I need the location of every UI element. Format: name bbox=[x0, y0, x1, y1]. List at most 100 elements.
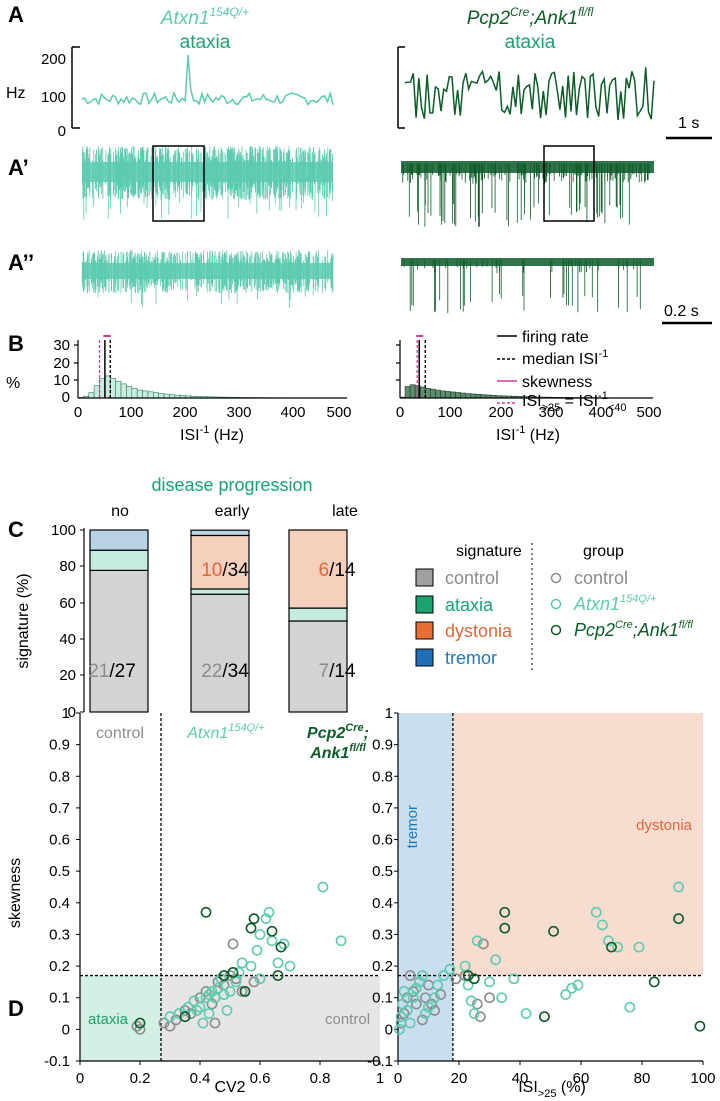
pcp2-title: Pcp2Cre;Ank1fl/fl bbox=[467, 5, 594, 29]
y-tick-label: 0.4 bbox=[372, 895, 393, 912]
stack-segment-tremor bbox=[89, 529, 149, 551]
spike-zoom-pcp2 bbox=[401, 258, 654, 314]
hist-bar bbox=[88, 392, 95, 399]
hist-bar bbox=[109, 378, 116, 399]
scale-label-1s: 1 s bbox=[678, 115, 699, 132]
hist-bar bbox=[93, 385, 100, 399]
point-atxn1 bbox=[612, 941, 623, 953]
scatter-e-xlabel: ISI>25 (%) bbox=[518, 1079, 586, 1100]
point-control bbox=[429, 1004, 440, 1016]
y-tick-label: 0.5 bbox=[49, 863, 70, 880]
hist-bar bbox=[455, 392, 462, 399]
point-control bbox=[212, 976, 224, 988]
point-control bbox=[224, 970, 236, 981]
hist-bar bbox=[153, 392, 160, 399]
point-control bbox=[484, 992, 495, 1004]
rate-axis-left: 200 100 0 Hz bbox=[6, 46, 80, 140]
point-pcp2creank1flfl bbox=[266, 925, 278, 937]
point-atxn1 bbox=[401, 1004, 413, 1016]
legend-swatch-tremor bbox=[415, 648, 434, 667]
point-atxn1 bbox=[398, 986, 410, 997]
point-pcp2creank1flfl bbox=[462, 970, 474, 981]
point-atxn1 bbox=[191, 1004, 203, 1016]
pcp2-subtitle: ataxia bbox=[505, 32, 556, 53]
firing-rate-trace-pcp2 bbox=[404, 67, 655, 120]
scatter-d-xlabel: CV2 bbox=[214, 1079, 245, 1096]
spike-lines bbox=[82, 146, 333, 220]
hist-bar bbox=[470, 393, 477, 399]
point-atxn1 bbox=[182, 1001, 194, 1013]
y-tick-label: 0.2 bbox=[372, 958, 393, 975]
point-atxn1 bbox=[206, 986, 218, 997]
x-tick-label: 80 bbox=[634, 1070, 651, 1087]
point-atxn1 bbox=[284, 960, 296, 972]
x-tick-label: 100 bbox=[690, 1070, 715, 1087]
stack-segment-control bbox=[89, 569, 149, 713]
y-tick-label: 0.5 bbox=[372, 863, 393, 880]
rate-axis-right bbox=[397, 46, 405, 129]
point-atxn1 bbox=[230, 976, 242, 988]
hist-bar bbox=[147, 391, 154, 399]
hist-bar bbox=[104, 375, 111, 399]
region-tremor: tremor bbox=[404, 805, 421, 848]
hist-y-unit: % bbox=[6, 375, 20, 392]
point-atxn1 bbox=[508, 973, 520, 985]
point-atxn1 bbox=[218, 989, 230, 1000]
x-tick-label: 0.6 bbox=[250, 1070, 271, 1087]
point-atxn1 bbox=[404, 1017, 416, 1029]
legend-isi: ISI>25 = ISI-1<40 bbox=[522, 390, 626, 414]
legend-marker-atxn bbox=[550, 598, 562, 610]
hist-bar bbox=[142, 390, 149, 399]
signature-legend: signature control ataxia dystonia tremor bbox=[415, 543, 533, 672]
spike-band bbox=[401, 258, 654, 266]
point-atxn1 bbox=[459, 960, 471, 972]
x-tick-label: 40 bbox=[512, 1070, 529, 1087]
point-atxn1 bbox=[624, 1001, 636, 1013]
point-atxn1 bbox=[245, 960, 257, 972]
disease-progression-label: disease progression bbox=[151, 475, 312, 495]
group-label-pcp2-a: Pcp2Cre; bbox=[307, 722, 369, 742]
point-atxn1 bbox=[471, 935, 483, 947]
y-tick-label: 0.3 bbox=[49, 926, 70, 943]
point-atxn1 bbox=[203, 989, 215, 1000]
point-atxn1 bbox=[423, 1001, 434, 1013]
y-tick-label: 0 bbox=[385, 1021, 393, 1038]
point-pcp2creank1flfl bbox=[200, 906, 212, 918]
bar-count-pcp2: 7/14 bbox=[319, 661, 356, 682]
scale-label-02s: 0.2 s bbox=[664, 303, 699, 320]
point-atxn1 bbox=[260, 913, 272, 925]
point-atxn1 bbox=[438, 970, 450, 981]
point-pcp2creank1flfl bbox=[218, 970, 230, 981]
hist-x-500: 500 bbox=[326, 404, 351, 421]
point-pcp2creank1flfl bbox=[272, 970, 284, 981]
region-ataxia-shade bbox=[80, 975, 161, 1061]
y-tick-label: 0.1 bbox=[49, 990, 70, 1007]
point-atxn1 bbox=[590, 906, 602, 918]
point-atxn1 bbox=[164, 1011, 176, 1023]
bar-dystonia-atxn: 10/34 bbox=[201, 560, 249, 581]
point-control bbox=[170, 1014, 182, 1026]
rate-unit: Hz bbox=[6, 85, 26, 102]
point-atxn1 bbox=[484, 976, 495, 988]
y-tick-label: 0.8 bbox=[372, 768, 393, 785]
hist-x-0: 0 bbox=[74, 404, 82, 421]
hist-bar bbox=[430, 388, 436, 399]
hist-bar bbox=[404, 386, 411, 399]
hist-x-200: 200 bbox=[172, 404, 197, 421]
stack-segment-tremor bbox=[190, 529, 250, 537]
legend-grp-pcp2: Pcp2Cre;Ank1fl/fl bbox=[574, 619, 693, 640]
rate-tick-0: 0 bbox=[58, 123, 66, 140]
signature-stacked-bars bbox=[89, 529, 348, 713]
point-pcp2creank1flfl bbox=[179, 1011, 191, 1023]
point-atxn1 bbox=[209, 992, 221, 1004]
point-atxn1 bbox=[420, 1008, 431, 1019]
point-control bbox=[435, 989, 447, 1000]
point-atxn1 bbox=[468, 1008, 480, 1019]
y-tick-label: 0.4 bbox=[49, 895, 70, 912]
hist-bar bbox=[158, 393, 165, 399]
hist-bar bbox=[136, 389, 143, 399]
hist-xr-100: 100 bbox=[437, 404, 462, 421]
point-pcp2creank1flfl bbox=[499, 906, 511, 918]
sig-tick-80: 80 bbox=[59, 558, 76, 575]
